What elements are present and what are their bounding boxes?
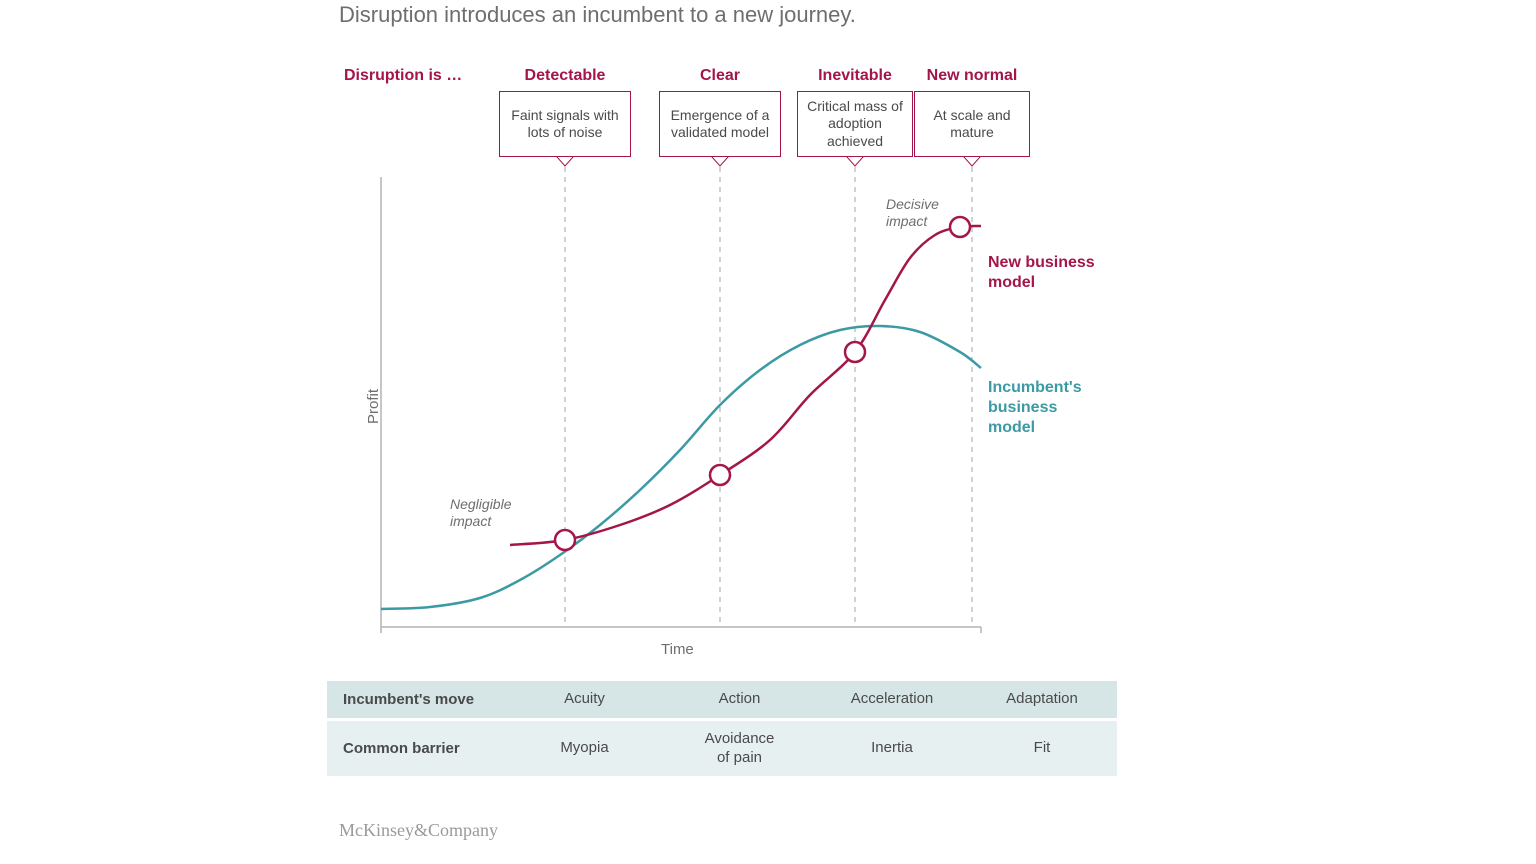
stage-callout-0: Faint signals with lots of noise	[499, 91, 631, 157]
curve-label-incumbent: Incumbent'sbusinessmodel	[988, 378, 1108, 438]
table-cell: Acuity	[507, 681, 662, 718]
y-axis-label: Profit	[365, 389, 382, 424]
row-header-0: Incumbent's move	[327, 681, 507, 718]
stage-header-1: Clear	[659, 67, 781, 85]
table-cell: Action	[662, 681, 817, 718]
table-cell: Avoidanceof pain	[662, 721, 817, 777]
stage-callout-2: Critical mass of adoption achieved	[797, 91, 913, 157]
stage-header-0: Detectable	[499, 67, 631, 85]
response-table: Incumbent's move Acuity Action Accelerat…	[327, 681, 1117, 776]
table-row: Incumbent's move Acuity Action Accelerat…	[327, 681, 1117, 718]
table-cell: Adaptation	[967, 681, 1117, 718]
table-row: Common barrier Myopia Avoidanceof pain I…	[327, 721, 1117, 777]
stage-callout-3: At scale and mature	[914, 91, 1030, 157]
response-table-inner: Incumbent's move Acuity Action Accelerat…	[327, 681, 1117, 776]
brand-attribution: McKinsey&Company	[339, 820, 498, 841]
row-header-1: Common barrier	[327, 721, 507, 777]
table-cell: Myopia	[507, 721, 662, 777]
annotation-negligible: Negligible impact	[450, 496, 511, 530]
table-cell: Inertia	[817, 721, 967, 777]
stage-header-3: New normal	[914, 67, 1030, 85]
stage-callout-1: Emergence of a validated model	[659, 91, 781, 157]
table-cell: Fit	[967, 721, 1117, 777]
table-cell: Acceleration	[817, 681, 967, 718]
annotation-line2: impact	[450, 513, 491, 529]
curve-label-new-model: New businessmodel	[988, 253, 1128, 293]
x-axis-label: Time	[661, 641, 694, 658]
annotation-decisive: Decisive impact	[886, 196, 939, 230]
annotation-line1: Negligible	[450, 496, 511, 512]
annotation-line2: impact	[886, 213, 927, 229]
stage-prefix: Disruption is …	[344, 67, 462, 85]
stage-header-2: Inevitable	[797, 67, 913, 85]
annotation-line1: Decisive	[886, 196, 939, 212]
